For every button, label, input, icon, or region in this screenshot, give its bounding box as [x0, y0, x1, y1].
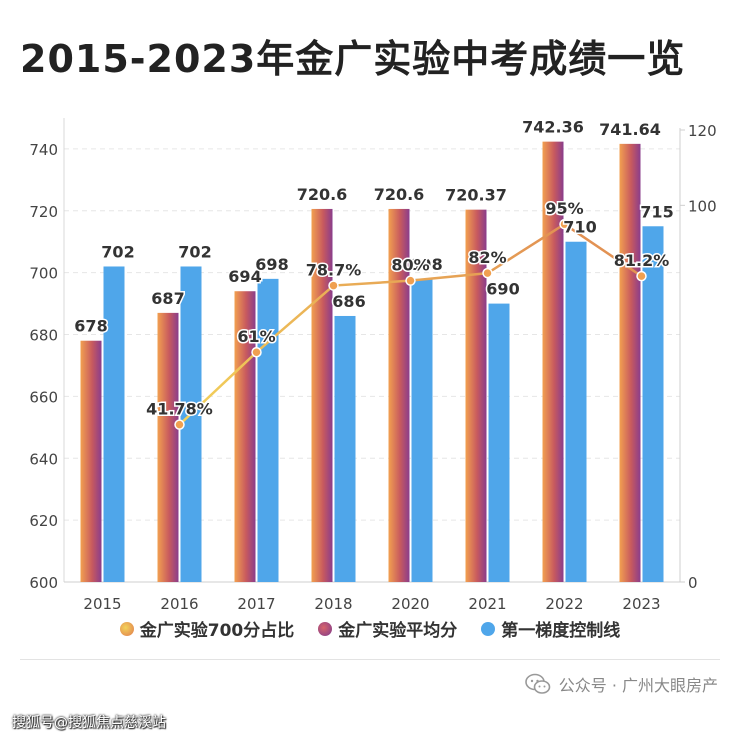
- footer-divider: [20, 659, 720, 660]
- data-label-control-line: 710: [563, 218, 596, 237]
- data-label-share: 41.78%: [146, 400, 213, 419]
- data-label-average: 720.6: [374, 185, 425, 204]
- data-label-control-line: 698: [255, 255, 288, 274]
- data-label-share: 61%: [237, 327, 275, 346]
- y-right-tick-label: 100: [688, 197, 717, 215]
- x-tick-label: 2021: [468, 595, 506, 613]
- data-label-control-line: 686: [332, 292, 365, 311]
- data-label-share: 80%: [391, 256, 429, 275]
- data-label-control-line: 690: [486, 280, 519, 299]
- legend-label-average: 金广实验平均分: [338, 621, 458, 641]
- y-right-tick-label: 120: [688, 122, 717, 140]
- data-label-control-line: 702: [178, 242, 211, 261]
- y-left-tick-label: 720: [29, 203, 58, 221]
- bar-average: [80, 340, 102, 582]
- x-tick-label: 2016: [160, 595, 198, 613]
- data-label-average: 678: [74, 317, 107, 336]
- legend-swatch-average: [318, 621, 333, 636]
- bar-average: [157, 312, 179, 582]
- x-tick-label: 2015: [83, 595, 121, 613]
- x-tick-label: 2022: [545, 595, 583, 613]
- y-left-tick-label: 740: [29, 141, 58, 159]
- wechat-account-label: 公众号 · 广州大眼房产: [558, 676, 718, 695]
- bar-control-line: [642, 226, 664, 582]
- data-label-average: 694: [228, 267, 261, 286]
- x-tick-label: 2020: [391, 595, 429, 613]
- data-label-average: 720.6: [297, 185, 348, 204]
- bar-control-line: [180, 266, 202, 582]
- bar-control-line: [565, 241, 587, 582]
- y-left-tick-label: 620: [29, 512, 58, 530]
- data-label-control-line: 715: [640, 202, 673, 221]
- point-share: [636, 270, 647, 282]
- y-left-tick-label: 700: [29, 265, 58, 283]
- data-label-share: 81.2%: [614, 251, 670, 270]
- data-label-share: 78.7%: [306, 261, 362, 280]
- data-label-control-line: 702: [101, 242, 134, 261]
- chart-title: 2015-2023年金广实验中考成绩一览: [20, 37, 686, 81]
- point-share: [482, 267, 493, 279]
- wechat-account: 公众号 · 广州大眼房产: [524, 672, 718, 696]
- bar-control-line: [334, 315, 356, 582]
- y-right-tick-label: 0: [688, 574, 698, 592]
- data-label-share: 95%: [545, 199, 583, 218]
- point-share: [559, 218, 570, 230]
- point-share: [251, 346, 262, 358]
- legend-label-control-line: 第一梯度控制线: [501, 621, 621, 641]
- bar-average: [542, 141, 564, 583]
- point-share: [405, 275, 416, 286]
- legend-item-share: 金广实验700分占比: [119, 616, 295, 641]
- bar-control-line: [103, 266, 125, 582]
- bar-control-line: [488, 303, 510, 582]
- y-left-tick-label: 600: [29, 574, 58, 592]
- x-tick-label: 2023: [622, 595, 660, 613]
- bar-average: [234, 291, 256, 582]
- legend-swatch-control-line: [481, 621, 496, 636]
- legend-item-control-line: 第一梯度控制线: [481, 616, 620, 641]
- data-label-average: 720.37: [445, 186, 507, 205]
- chart-legend: 金广实验700分占比 金广实验平均分 第一梯度控制线: [0, 616, 740, 641]
- bar-average: [465, 209, 487, 583]
- legend-swatch-share: [119, 621, 134, 636]
- data-label-control-line: 698: [409, 255, 442, 274]
- y-left-tick-label: 640: [29, 450, 58, 468]
- data-label-average: 741.64: [599, 120, 661, 139]
- watermark: 搜狐号@搜狐焦点慈溪站: [12, 715, 166, 731]
- x-tick-label: 2018: [314, 595, 352, 613]
- bar-control-line: [257, 278, 279, 582]
- data-label-share: 82%: [468, 248, 506, 267]
- y-left-tick-label: 680: [29, 327, 58, 345]
- bar-average: [311, 208, 333, 582]
- bar-control-line: [411, 278, 433, 582]
- data-label-average: 742.36: [522, 118, 584, 137]
- point-share: [174, 419, 185, 430]
- point-share: [328, 280, 339, 291]
- x-tick-label: 2017: [237, 595, 275, 613]
- data-label-average: 687: [151, 289, 184, 308]
- legend-item-average: 金广实验平均分: [318, 616, 457, 641]
- bar-average: [388, 208, 410, 582]
- wechat-icon: [524, 673, 551, 694]
- y-left-tick-label: 660: [29, 388, 58, 406]
- legend-label-share: 金广实验700分占比: [139, 621, 295, 641]
- bar-average: [619, 143, 641, 582]
